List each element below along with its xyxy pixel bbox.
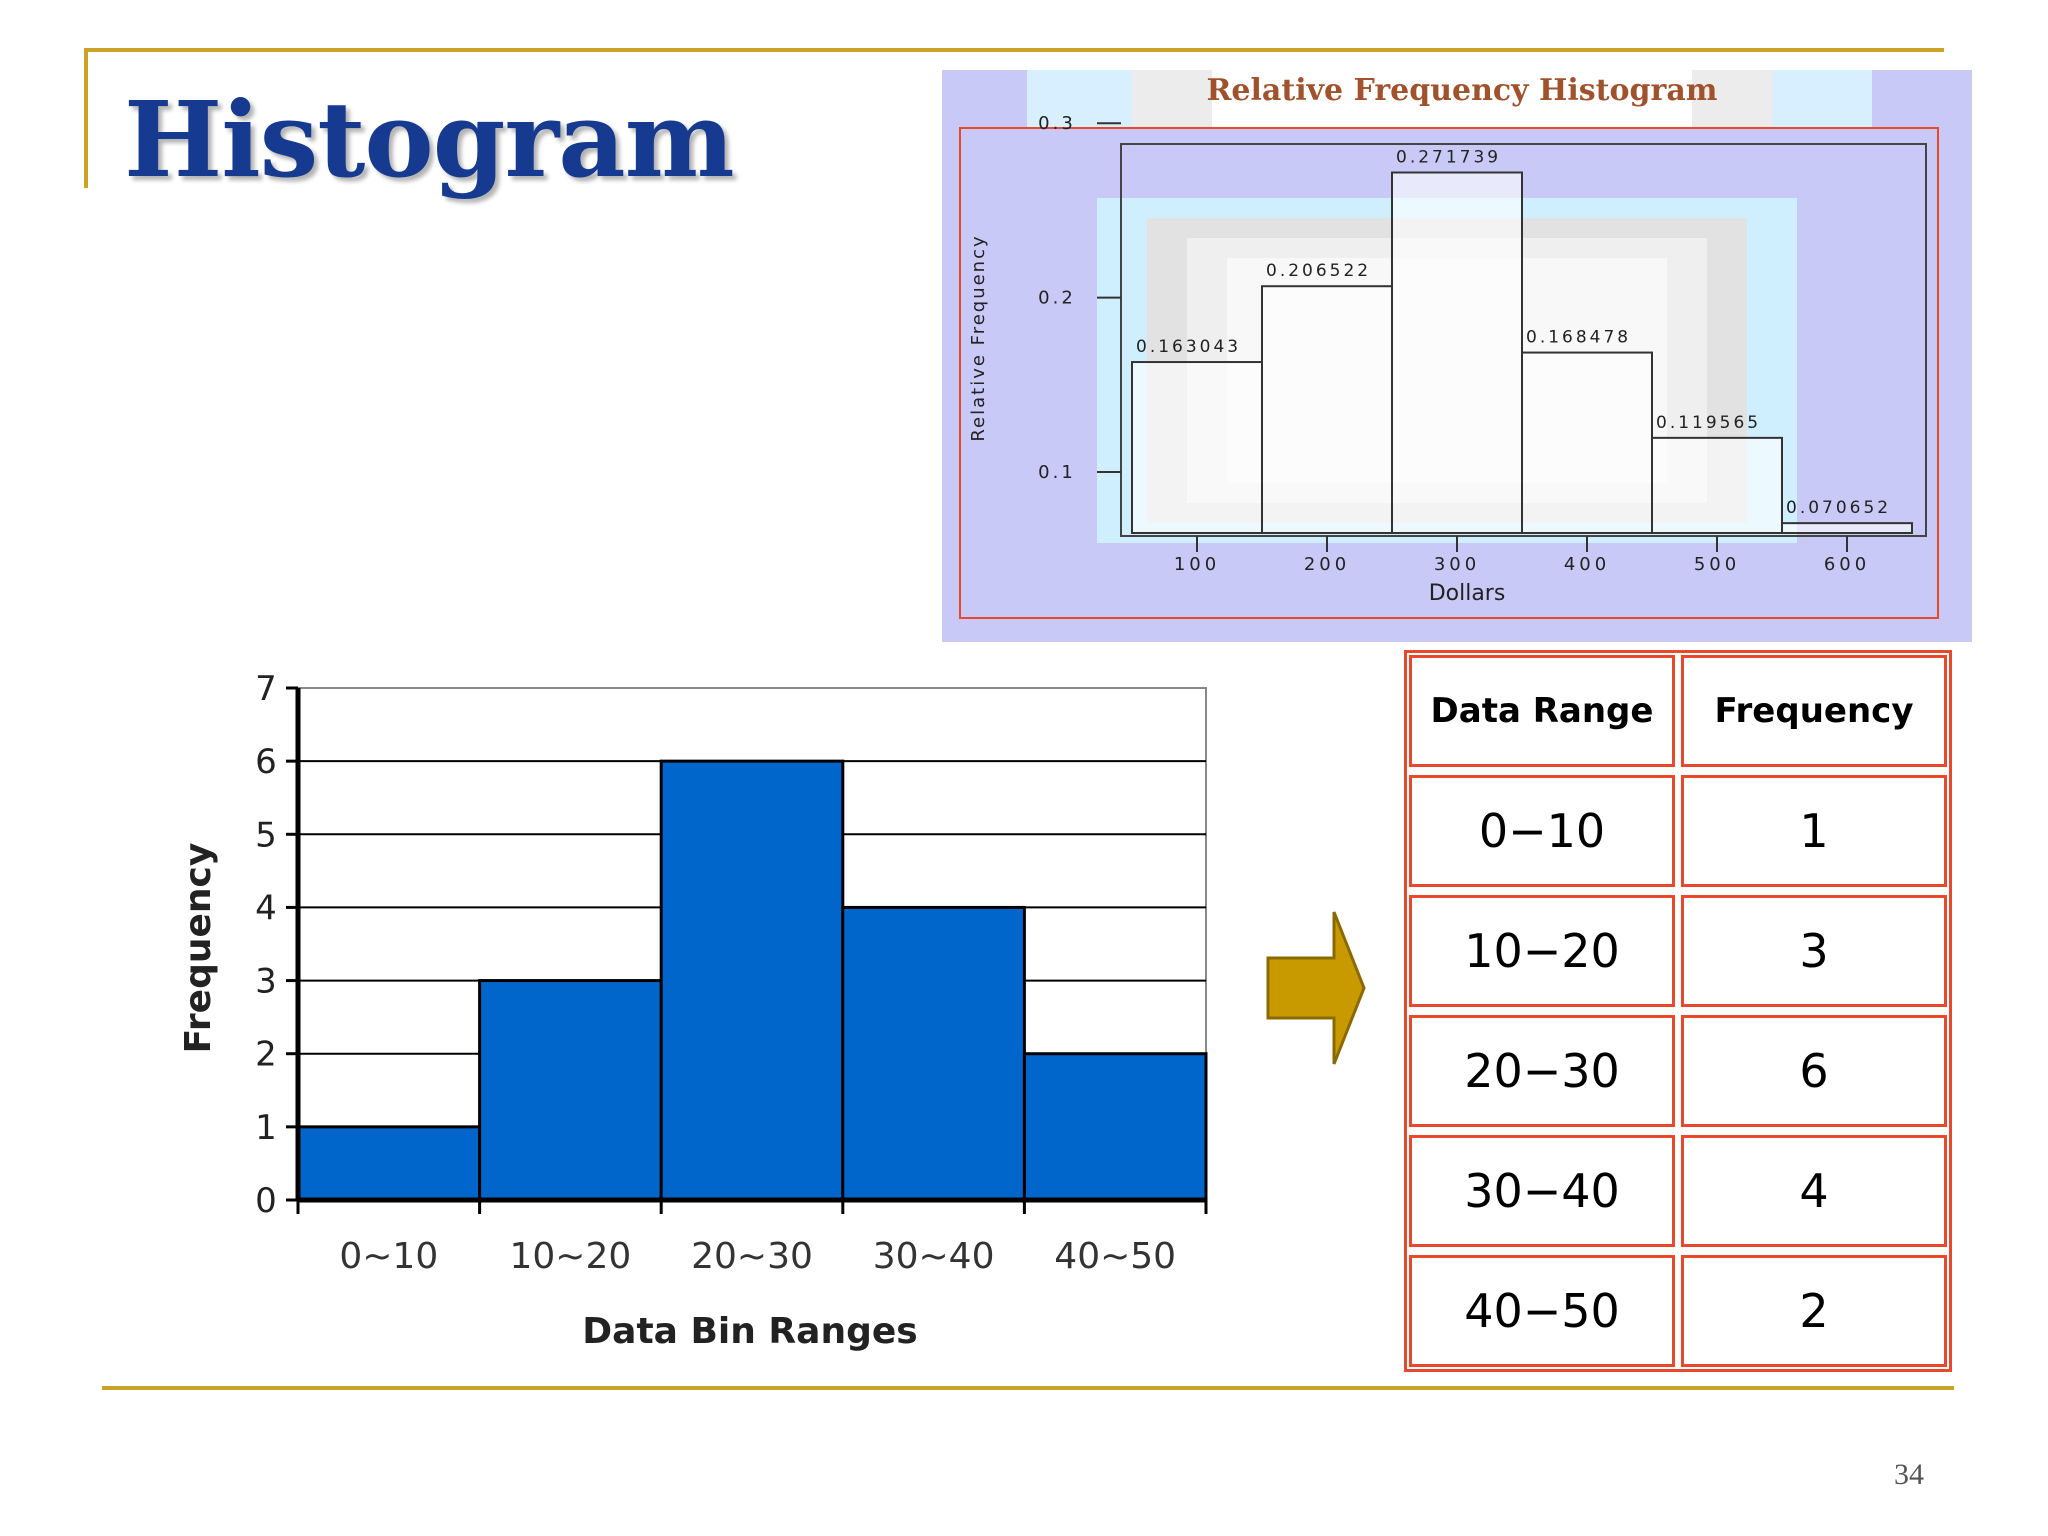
freq-x-axis-label: Data Bin Ranges (582, 1311, 917, 1352)
rel-y-axis-label: Relative Frequency (968, 234, 989, 441)
left-accent-rule (84, 48, 88, 188)
rel-data-label: 0.119565 (1656, 413, 1761, 433)
rel-bar (1651, 436, 1783, 535)
freq-y-tick-label: 4 (255, 888, 277, 928)
rel-x-tick-label: 200 (1304, 554, 1350, 575)
freq-x-tick-label: 30~40 (873, 1236, 995, 1277)
relative-frequency-histogram: 0.1 0.2 0.3 100 200 300 400 500 600 0.163043 0.20… (942, 70, 1972, 642)
rel-bar (1261, 285, 1393, 534)
rel-data-label: 0.271739 (1396, 147, 1501, 167)
rel-x-tick-label: 100 (1174, 554, 1220, 575)
freq-y-tick-label: 2 (255, 1035, 277, 1075)
rel-x-tick-label: 400 (1564, 554, 1610, 575)
freq-y-axis-label: Frequency (178, 843, 219, 1054)
rel-x-tick-label: 500 (1694, 554, 1740, 575)
freq-x-tick-label: 40~50 (1054, 1236, 1176, 1277)
table-cell-frequency: 2 (1681, 1255, 1947, 1367)
frequency-histogram: 0 1 2 3 4 5 6 7 0~10 10~20 20~30 30~40 40~50 Data Bi… (178, 669, 1208, 1352)
freq-x-tick-label: 0~10 (339, 1236, 438, 1277)
freq-y-tick-label: 1 (255, 1108, 277, 1148)
rel-y-tick-label: 0.2 (1038, 288, 1076, 309)
freq-y-tick-label: 6 (255, 742, 277, 782)
freq-bar (659, 759, 845, 1202)
rel-x-tick-label: 600 (1824, 554, 1870, 575)
freq-y-tick-label: 3 (255, 962, 277, 1002)
rel-data-label: 0.206522 (1266, 261, 1371, 281)
bottom-accent-rule (102, 1386, 1954, 1390)
slide-title: Histogram (124, 78, 735, 201)
table-cell-frequency: 3 (1681, 895, 1947, 1007)
rel-chart-title: Relative Frequency Histogram (1206, 73, 1717, 108)
rel-data-label: 0.070652 (1786, 498, 1891, 518)
frequency-table: Data Range Frequency 0−10 1 10−20 3 20−3… (1404, 650, 1952, 1372)
right-arrow-icon (1266, 911, 1366, 1065)
freq-bar (296, 1125, 482, 1202)
table-cell-range: 0−10 (1409, 775, 1675, 887)
table-cell-range: 20−30 (1409, 1015, 1675, 1127)
top-accent-rule (84, 48, 1944, 52)
freq-y-tick-label: 7 (255, 669, 277, 709)
rel-bar (1391, 171, 1523, 534)
page-number: 34 (1894, 1458, 1924, 1491)
freq-bar (1022, 1052, 1208, 1202)
table-header-frequency: Frequency (1681, 655, 1947, 767)
rel-x-axis-label: Dollars (1429, 581, 1506, 606)
freq-y-tick-label: 5 (255, 815, 277, 855)
rel-data-label: 0.168478 (1526, 328, 1631, 348)
table-cell-range: 40−50 (1409, 1255, 1675, 1367)
table-cell-frequency: 6 (1681, 1015, 1947, 1127)
rel-plot-frame (1120, 143, 1927, 537)
rel-bar (1131, 361, 1263, 534)
freq-bar (478, 979, 663, 1202)
rel-bar (1781, 522, 1913, 534)
rel-bar (1521, 351, 1653, 534)
table-cell-frequency: 1 (1681, 775, 1947, 887)
freq-x-tick-label: 10~20 (510, 1236, 632, 1277)
rel-x-tick-label: 300 (1434, 554, 1480, 575)
freq-x-tick-label: 20~30 (691, 1236, 813, 1277)
table-cell-range: 30−40 (1409, 1135, 1675, 1247)
rel-title-band-core (1212, 70, 1692, 128)
rel-y-tick-label: 0.1 (1038, 462, 1076, 483)
freq-bar (841, 905, 1026, 1202)
freq-y-tick-label: 0 (255, 1181, 277, 1221)
table-cell-frequency: 4 (1681, 1135, 1947, 1247)
table-header-data-range: Data Range (1409, 655, 1675, 767)
rel-y-tick-label: 0.3 (1038, 113, 1076, 134)
table-cell-range: 10−20 (1409, 895, 1675, 1007)
rel-data-label: 0.163043 (1136, 337, 1241, 357)
